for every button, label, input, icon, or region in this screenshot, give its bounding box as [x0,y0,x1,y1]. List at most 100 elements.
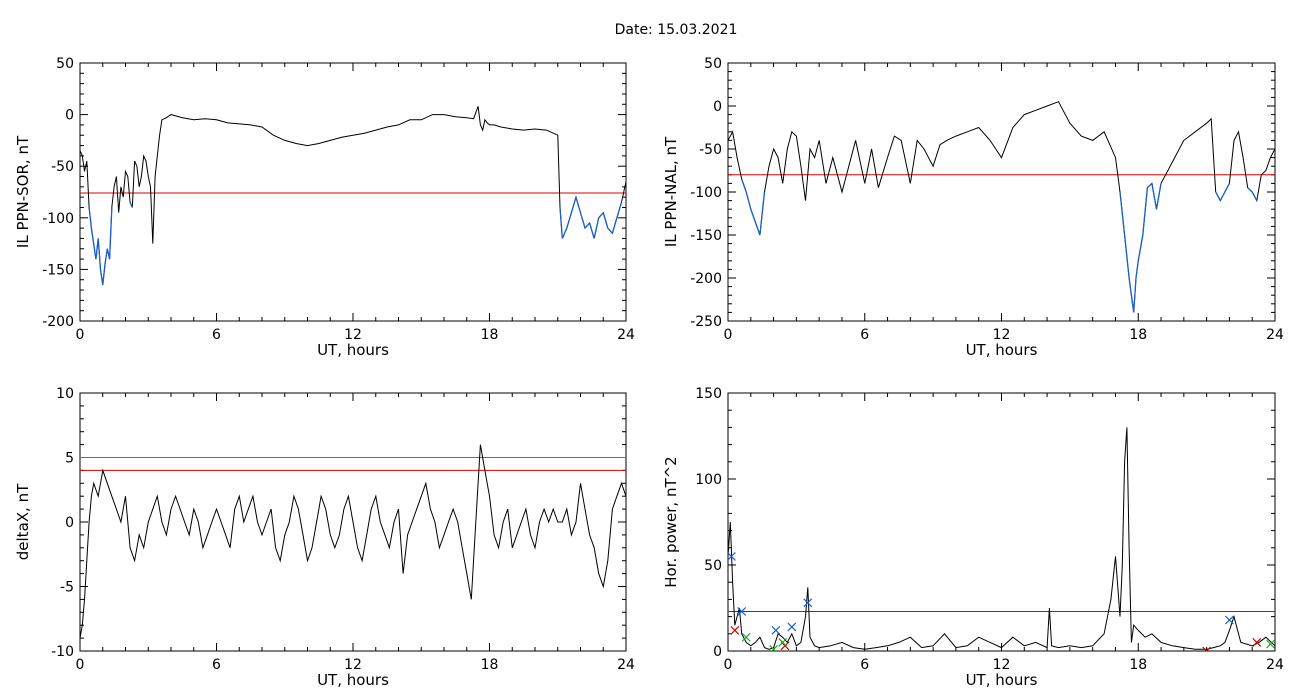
highlight-segment [1215,191,1221,201]
series-group [80,106,626,285]
highlight-segment [593,217,600,239]
highlight-segment [1224,183,1230,193]
series-line [80,444,626,639]
highlight-segment [754,221,761,236]
y-tick-label: 0 [713,99,722,115]
series-line [728,427,1275,650]
x-marker [1224,615,1234,625]
y-tick-label: -200 [42,314,74,330]
x-axis-label: UT, hours [317,341,389,359]
x-tick-label: 24 [617,327,635,343]
highlight-segment [1135,260,1139,279]
x-tick-label: 12 [344,657,362,673]
x-tick-label: 18 [1129,327,1147,343]
x-marker [741,632,751,642]
plot-frame [727,392,1276,652]
highlight-segment [1155,183,1162,210]
series-line [80,106,626,285]
y-tick-label: 100 [695,472,722,488]
highlight-segment [1151,183,1158,210]
y-tick-label: -50 [51,159,74,175]
highlight-segment [97,238,102,270]
x-marker [778,637,788,647]
highlight-segment [575,196,582,213]
highlight-segment [1119,191,1126,236]
x-marker [728,551,736,561]
x-marker [737,607,747,616]
series-group [728,101,1275,313]
highlight-segment [611,217,618,234]
highlight-segment [563,227,568,234]
highlight-segment [93,243,97,260]
y-axis-label: Hor. power, nT^2 [662,456,680,587]
x-axis-label: UT, hours [966,671,1038,689]
x-tick-label: 12 [344,327,362,343]
y-tick-label: 50 [704,56,722,72]
y-tick-label: 0 [65,515,74,531]
highlight-segment [88,207,93,229]
x-tick-label: 18 [481,657,499,673]
x-tick-label: 18 [481,327,499,343]
highlight-segment [570,196,577,213]
highlight-segment [1251,191,1258,201]
y-tick-label: -100 [690,185,722,201]
x-tick-label: 0 [76,657,85,673]
highlight-segment [745,191,752,210]
chart-deltax: 0 6 12 18 24 -10 -5 0 5 10 UT, hours deltaX, nT [14,386,635,689]
x-marker [1266,639,1275,649]
highlight-segment [1128,277,1135,313]
y-axis-label: IL PPN-NAL, nT [662,136,680,247]
y-tick-label: 50 [704,558,722,574]
highlight-segment [598,212,604,219]
x-tick-label: 6 [860,327,869,343]
x-axis-label: UT, hours [966,341,1038,359]
x-tick-label: 24 [617,657,635,673]
highlight-segment [616,202,623,218]
highlight-segment [90,228,95,244]
x-tick-label: 24 [1266,657,1284,673]
x-marker [787,622,797,632]
highlight-segment [1133,277,1137,313]
y-tick-label: -150 [42,262,74,278]
highlight-segment [104,248,108,265]
x-tick-label: 18 [1129,657,1147,673]
plot-frame [727,62,1276,322]
y-tick-label: -50 [699,142,722,158]
x-tick-label: 6 [860,657,869,673]
x-tick-label: 6 [212,657,221,673]
chart-il-nal: 0 6 12 18 24 -250 -200 -150 -100 -50 0 50 UT, hours I… [662,56,1284,359]
x-marker [1252,637,1262,647]
y-tick-label: 0 [713,644,722,660]
x-marker [769,644,779,651]
y-tick-label: 50 [56,56,74,72]
plot-frame [79,62,627,322]
highlight-segment [129,202,133,208]
highlight-segment [584,222,591,229]
highlight-segment [607,227,613,234]
highlight-segment [102,264,106,285]
series-group [80,444,626,639]
y-tick-label: -5 [60,580,74,596]
y-tick-label: -10 [51,644,74,660]
highlight-segment [1137,234,1144,261]
y-tick-label: -250 [690,314,722,330]
series-line [728,101,1275,313]
y-tick-label: 5 [65,451,74,467]
highlight-segment [99,269,104,285]
highlight-segment [559,207,563,239]
highlight-segment [1146,182,1153,189]
y-tick-label: -200 [690,271,722,287]
x-marker [803,598,813,608]
y-tick-label: -150 [690,228,722,244]
x-marker [1202,646,1212,651]
y-tick-label: 0 [65,108,74,124]
y-axis-label: deltaX, nT [14,483,32,560]
highlight-segment [750,208,756,223]
highlight-segment [741,178,747,193]
x-marker [730,625,740,635]
x-tick-label: 6 [212,327,221,343]
x-tick-label: 0 [724,657,733,673]
highlight-segment [1142,187,1149,236]
series-group [728,427,1275,651]
